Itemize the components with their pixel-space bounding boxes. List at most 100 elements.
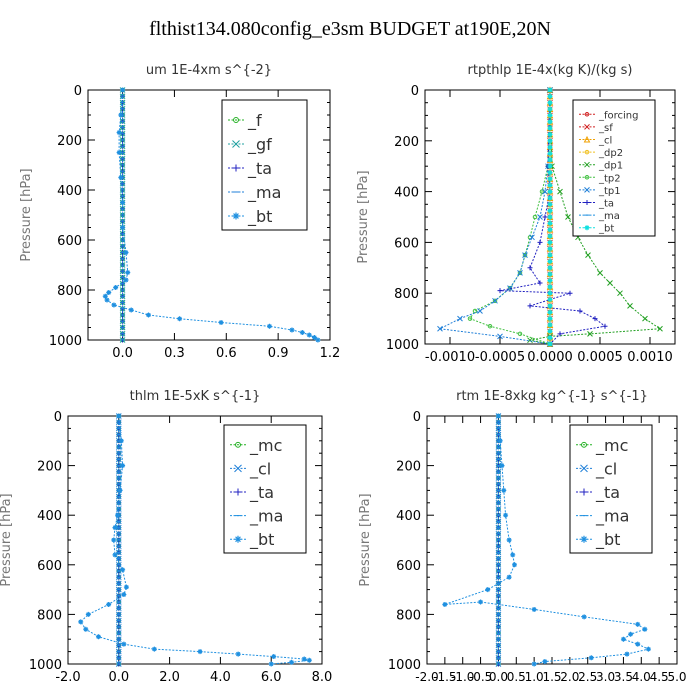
x-tick-label: 5.0	[667, 670, 686, 684]
legend-label: _sf	[598, 123, 613, 134]
data-point	[527, 265, 533, 271]
data-point	[267, 323, 272, 329]
data-point	[299, 330, 305, 335]
y-tick-label: 1000	[388, 658, 421, 673]
data-point	[602, 323, 608, 329]
legend-marker	[234, 488, 242, 496]
data-point	[517, 331, 523, 337]
panel-thlm: thlm 1E-5xK s^{-1} 0 200 400 600 800 1000-2.0 0…	[0, 389, 332, 685]
x-tick-label: 0.6	[216, 346, 237, 361]
data-point	[531, 606, 537, 612]
data-point	[492, 298, 498, 304]
data-point	[547, 125, 553, 131]
data-point	[547, 220, 553, 226]
y-tick-label: 600	[57, 234, 82, 249]
legend-marker	[234, 464, 242, 473]
data-point	[532, 214, 538, 220]
data-point	[547, 252, 553, 258]
data-point	[125, 270, 131, 275]
y-tick-label: 1000	[49, 334, 82, 349]
data-point	[620, 636, 626, 642]
data-point	[592, 316, 598, 322]
data-point	[581, 614, 587, 620]
data-point	[547, 119, 553, 125]
data-point	[527, 337, 533, 344]
data-point	[542, 214, 548, 220]
data-point	[106, 290, 112, 295]
data-point	[567, 290, 573, 296]
data-point	[78, 619, 84, 625]
x-tick-label: -0.0010	[425, 350, 475, 365]
data-point	[507, 285, 513, 291]
data-point	[106, 601, 112, 607]
y-tick-label: 200	[57, 134, 82, 149]
legend-label: _bt	[249, 530, 274, 550]
data-point	[657, 325, 663, 332]
data-point	[547, 258, 553, 264]
y-tick-label: 200	[37, 460, 62, 475]
x-tick-label: 0.3	[164, 346, 185, 361]
series-line	[438, 89, 551, 345]
data-point	[112, 525, 118, 531]
data-point	[83, 626, 89, 632]
data-point	[503, 512, 509, 518]
legend-label: _bt	[247, 207, 272, 227]
legend-marker	[235, 441, 241, 448]
x-tick-label: -1.0	[451, 670, 474, 684]
legend-box	[572, 99, 656, 237]
data-point	[123, 584, 129, 590]
legend-marker	[584, 149, 590, 155]
data-point	[268, 661, 274, 667]
data-point	[128, 307, 134, 313]
data-point	[627, 303, 633, 309]
legend-label: _dp2	[598, 148, 623, 159]
data-point	[289, 659, 295, 665]
data-point	[104, 297, 110, 303]
data-point	[547, 163, 553, 169]
data-point	[547, 278, 553, 283]
data-point	[510, 552, 516, 558]
y-axis-label: Pressure [hPa]	[358, 493, 373, 586]
data-point	[539, 189, 545, 194]
x-tick-label: 4.5	[650, 670, 669, 684]
data-point	[506, 574, 512, 580]
data-point	[120, 463, 126, 469]
x-tick-label: 0.0	[112, 346, 133, 361]
y-tick-label: 600	[394, 236, 419, 251]
data-point	[547, 189, 553, 195]
legend-marker	[232, 140, 240, 148]
data-point	[492, 297, 498, 304]
legend-marker	[580, 535, 588, 543]
data-point	[121, 641, 127, 647]
data-point	[547, 87, 553, 93]
data-point	[547, 265, 553, 271]
legend-marker	[232, 164, 240, 172]
data-point	[116, 130, 122, 135]
x-tick-label: 0.0000	[527, 350, 573, 365]
panel-rtm: rtm 1E-8xkg kg^{-1} s^{-1} 0 200 400 600 800 1…	[358, 389, 687, 684]
data-point	[547, 316, 553, 322]
panel-title: thlm 1E-5xK s^{-1}	[130, 389, 261, 404]
legend-marker	[232, 212, 240, 220]
data-point	[289, 327, 295, 333]
y-tick-label: 400	[57, 184, 82, 199]
data-point	[146, 312, 151, 318]
figure-title: flthist134.080config_e3sm BUDGET at190E,…	[149, 18, 551, 40]
legend-marker	[584, 124, 590, 130]
data-point	[522, 252, 528, 258]
panel-title: rtpthlp 1E-4x(kg K)/(kg s)	[468, 63, 633, 78]
x-tick-label: 0.0005	[577, 350, 623, 365]
data-point	[495, 413, 501, 419]
x-tick-label: 0.0010	[627, 350, 673, 365]
data-point	[547, 214, 553, 220]
data-point	[607, 280, 613, 286]
data-point	[271, 654, 277, 660]
legend-label: _cl	[598, 136, 612, 147]
series-line	[469, 89, 551, 345]
y-axis-label: Pressure [hPa]	[19, 168, 34, 261]
data-point	[527, 303, 533, 309]
legend-label: _ta	[249, 483, 274, 503]
x-tick-label: 6.0	[261, 670, 282, 685]
data-point	[537, 280, 543, 286]
